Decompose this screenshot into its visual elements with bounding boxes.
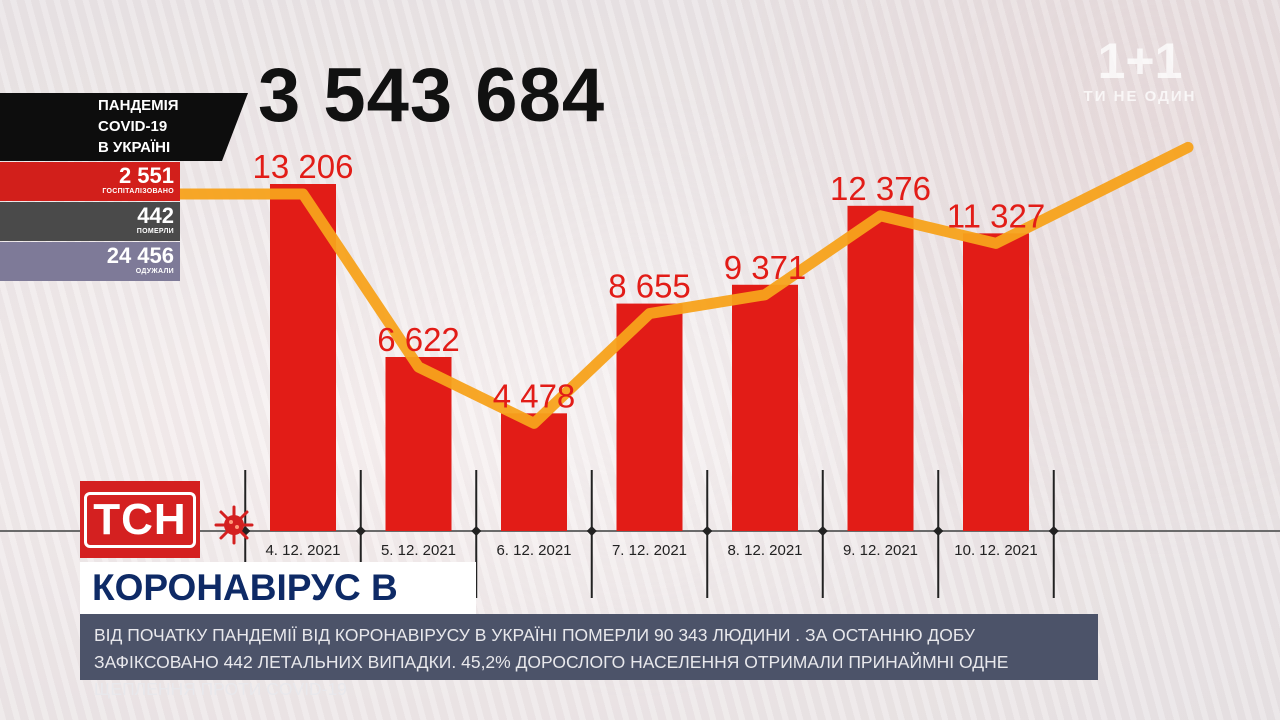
bar	[270, 184, 336, 531]
x-tick-label: 9. 12. 2021	[843, 542, 918, 559]
data-label: 12 376	[830, 170, 931, 207]
total-cases: 3 543 684	[258, 53, 606, 138]
data-label: 8 655	[608, 268, 691, 305]
stats-panel: ПАНДЕМІЯ COVID-19 В УКРАЇНІ 2 551 ГОСПІТ…	[0, 93, 248, 281]
bar	[963, 233, 1029, 531]
x-axis-tick-marker	[702, 526, 713, 536]
stat-label: ОДУЖАЛИ	[135, 268, 174, 275]
panel-title-line: COVID-19	[98, 118, 168, 135]
x-tick-label: 8. 12. 2021	[727, 542, 802, 559]
x-tick-label: 6. 12. 2021	[496, 542, 571, 559]
stat-deaths: 442 ПОМЕРЛИ	[0, 202, 180, 241]
virus-icon	[214, 505, 254, 545]
channel-logo-text: 1+1	[1097, 33, 1183, 89]
stat-recovered: 24 456 ОДУЖАЛИ	[0, 242, 180, 281]
x-axis-tick-marker	[586, 526, 597, 536]
bar	[732, 284, 798, 531]
stat-value: 442	[137, 203, 174, 228]
trend-line	[164, 141, 1194, 429]
x-axis-tick-marker	[471, 526, 482, 536]
news-ticker: ВІД ПОЧАТКУ ПАНДЕМІЇ ВІД КОРОНАВІРУСУ В …	[80, 614, 1098, 699]
data-label: 6 622	[377, 321, 460, 358]
data-label: 9 371	[724, 249, 807, 286]
data-label: 11 327	[947, 197, 1045, 234]
channel-logo: 1+1 ТИ НЕ ОДИН	[1080, 34, 1200, 105]
data-label: 4 478	[493, 377, 576, 414]
x-tick-label: 4. 12. 2021	[265, 542, 340, 559]
panel-title: ПАНДЕМІЯ COVID-19 В УКРАЇНІ	[0, 93, 248, 161]
stat-hospitalized: 2 551 ГОСПІТАЛІЗОВАНО	[0, 162, 180, 201]
channel-slogan: ТИ НЕ ОДИН	[1083, 88, 1197, 105]
panel-title-line: В УКРАЇНІ	[98, 139, 171, 156]
x-axis-tick-marker	[1048, 526, 1059, 536]
stat-label: ПОМЕРЛИ	[136, 228, 174, 235]
x-axis-tick-marker	[817, 526, 828, 536]
stat-label: ГОСПІТАЛІЗОВАНО	[102, 188, 174, 195]
headline: КОРОНАВІРУС В УКРАЇНІ	[80, 562, 476, 660]
panel-title-line: ПАНДЕМІЯ	[98, 97, 179, 114]
x-tick-label: 10. 12. 2021	[954, 542, 1037, 559]
x-tick-label: 7. 12. 2021	[612, 542, 687, 559]
x-tick-label: 5. 12. 2021	[381, 542, 456, 559]
tsn-logo-text: ТСН	[84, 491, 196, 548]
bar	[385, 357, 452, 531]
stat-value: 24 456	[106, 243, 174, 268]
stat-value: 2 551	[118, 163, 174, 188]
x-axis-tick-marker	[355, 526, 366, 536]
x-axis-tick-marker	[933, 526, 944, 536]
tsn-logo: ТСН	[80, 481, 200, 558]
data-label: 13 206	[253, 148, 354, 185]
bar	[501, 413, 567, 531]
bar	[847, 205, 914, 531]
